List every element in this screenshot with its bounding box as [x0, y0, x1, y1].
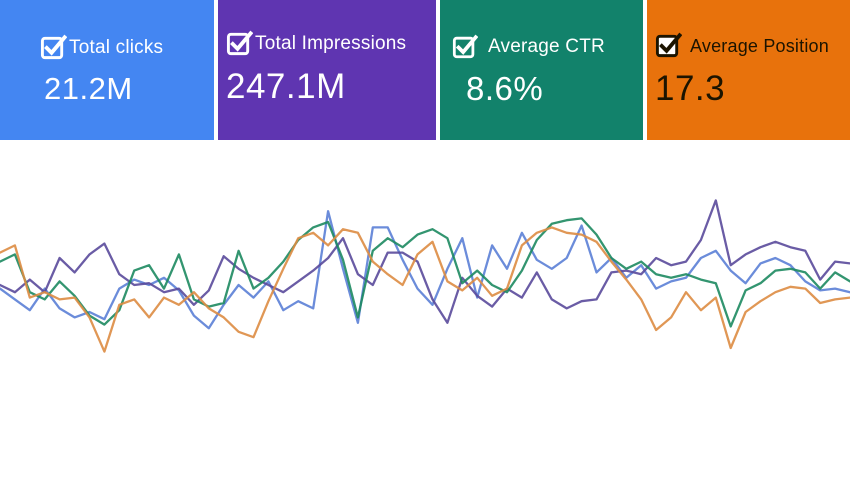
chart-line-average-position: [0, 226, 850, 353]
metric-card-header: Average Position: [655, 32, 844, 59]
chart-line-total-impressions: [0, 199, 850, 324]
metric-card-header: Average CTR: [452, 34, 637, 60]
checkbox-checked-icon[interactable]: [655, 32, 682, 59]
metric-value: 21.2M: [44, 71, 133, 106]
performance-chart-canvas: [0, 199, 850, 353]
metric-card-total-impressions[interactable]: Total Impressions 247.1M: [218, 0, 436, 140]
metric-cards: Total clicks 21.2M Total Impressions 247…: [0, 0, 850, 140]
metric-card-header: Total Impressions: [226, 30, 430, 57]
metric-label: Average Position: [690, 35, 829, 56]
metric-label: Total clicks: [69, 36, 164, 58]
metric-value: 17.3: [655, 69, 726, 108]
metric-card-average-ctr[interactable]: Average CTR 8.6%: [440, 0, 643, 140]
checkbox-checked-icon[interactable]: [40, 34, 67, 61]
metric-label: Total Impressions: [255, 32, 407, 54]
checkbox-checked-icon[interactable]: [226, 30, 253, 57]
performance-chart: [0, 140, 850, 500]
chart-line-average-ctr: [0, 217, 850, 328]
chart-line-total-clicks: [0, 210, 850, 330]
metric-card-header: Total clicks: [40, 34, 208, 61]
metric-card-average-position[interactable]: Average Position 17.3: [647, 0, 850, 140]
metric-label: Average CTR: [488, 36, 605, 57]
checkbox-checked-icon[interactable]: [452, 34, 478, 60]
metric-value: 247.1M: [226, 67, 346, 106]
metric-value: 8.6%: [466, 70, 544, 107]
metric-card-total-clicks[interactable]: Total clicks 21.2M: [0, 0, 214, 140]
